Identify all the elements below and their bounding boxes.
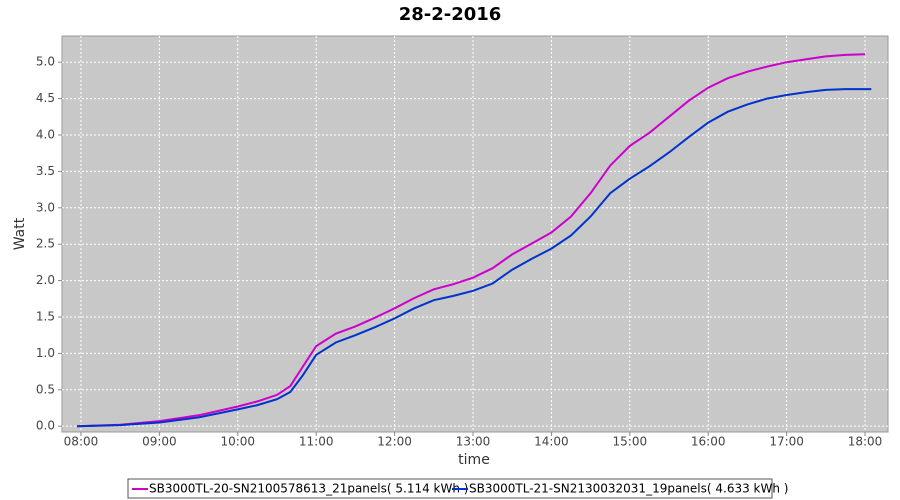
- legend-label: SB3000TL-21-SN2130032031_19panels( 4.633…: [469, 482, 788, 496]
- series-line: [77, 53, 866, 428]
- y-axis-title: Watt: [12, 217, 28, 250]
- x-tick-label: 15:00: [613, 435, 648, 449]
- x-tick-label: 17:00: [769, 435, 804, 449]
- x-tick-label: 12:00: [377, 435, 412, 449]
- y-tick-label: 2.0: [36, 273, 55, 287]
- y-tick-label: 1.5: [36, 309, 55, 323]
- y-tick-label: 3.0: [36, 200, 55, 214]
- y-tick-label: 1.0: [36, 346, 55, 360]
- x-tick-label: 13:00: [456, 435, 491, 449]
- legend: [127, 478, 773, 499]
- x-tick-label: 16:00: [691, 435, 726, 449]
- x-tick-label: 09:00: [142, 435, 177, 449]
- y-tick-label: 4.0: [36, 128, 55, 142]
- y-tick-label: 5.0: [36, 55, 55, 69]
- x-tick-label: 14:00: [534, 435, 569, 449]
- x-tick-label: 08:00: [64, 435, 99, 449]
- y-tick-label: 4.5: [36, 91, 55, 105]
- series-line: [77, 88, 872, 428]
- legend-label: SB3000TL-20-SN2100578613_21panels( 5.114…: [149, 482, 468, 496]
- y-tick-label: 3.5: [36, 164, 55, 178]
- x-tick-label: 18:00: [848, 435, 883, 449]
- chart-title: 28-2-2016: [399, 4, 502, 25]
- plot-area: [61, 35, 889, 433]
- y-tick-label: 2.5: [36, 237, 55, 251]
- x-tick-label: 11:00: [299, 435, 334, 449]
- x-axis-title: time: [458, 452, 490, 468]
- x-tick-label: 10:00: [220, 435, 255, 449]
- y-tick-label: 0.5: [36, 382, 55, 396]
- y-tick-label: 0.0: [36, 419, 55, 433]
